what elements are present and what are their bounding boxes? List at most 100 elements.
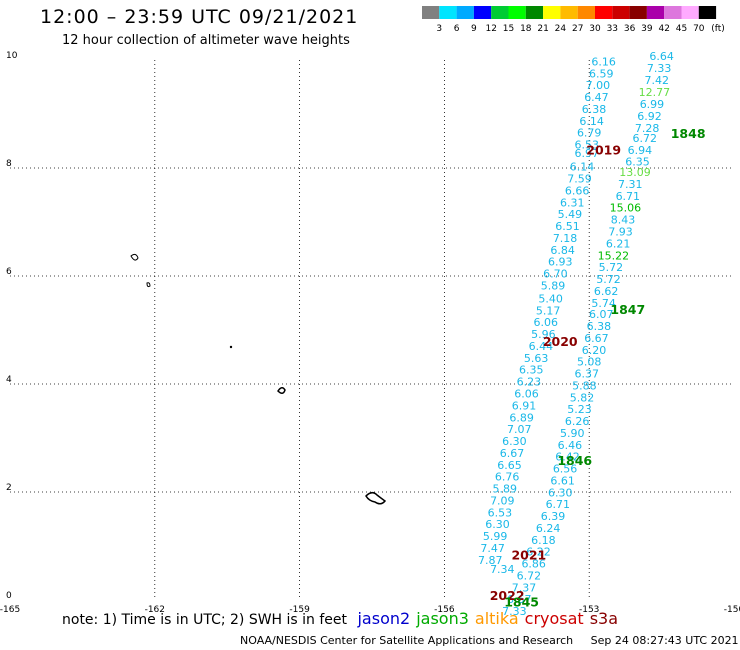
wave-height-value: 6.97: [575, 147, 600, 160]
color-swatch: [629, 6, 647, 19]
wave-height-value: 5.17: [536, 304, 561, 317]
wave-height-value: 5.90: [560, 427, 585, 440]
pass-time-label: 2021: [511, 548, 546, 563]
wave-height-value: 6.26: [565, 415, 590, 428]
wave-height-value: 7.33: [502, 605, 527, 618]
wave-height-value: 6.89: [509, 411, 534, 424]
wave-height-value: 6.38: [587, 320, 612, 333]
wave-height-value: 7.00: [586, 79, 611, 92]
wave-height-value: 7.93: [608, 226, 633, 239]
latitude-label: 4: [6, 375, 12, 385]
wave-height-value: 6.51: [555, 220, 580, 233]
island-outline: [146, 282, 151, 288]
color-scale-label: 45: [676, 24, 687, 34]
wave-height-value: 12.77: [639, 86, 671, 99]
wave-height-value: 6.30: [502, 435, 527, 448]
wave-height-value: 6.99: [640, 98, 665, 111]
color-scale-label: 36: [624, 24, 636, 34]
wave-height-value: 6.92: [637, 110, 662, 123]
axis-labels: -165 -162 -159 -156 -153 -150 0 2 4 6 8 10: [0, 51, 740, 615]
color-scale-label: 42: [658, 24, 669, 34]
wave-height-value: 6.30: [485, 518, 510, 531]
wave-height-value: 15.06: [610, 202, 642, 215]
wave-height-value: 13.09: [619, 166, 651, 179]
wave-height-value: 6.93: [548, 256, 573, 269]
wave-height-value: 5.88: [572, 379, 597, 392]
wave-height-value: 6.84: [550, 244, 575, 257]
wave-height-value: 5.82: [570, 391, 595, 404]
wave-height-value: 15.22: [598, 249, 630, 262]
track-a-values: 6.166.597.006.476.386.146.796.536.976.14…: [478, 55, 616, 576]
color-scale: 3 6 9 12 15 18 21 24 27 30 33 36 39 42 45 70 (ft): [422, 6, 725, 34]
wave-height-value: 7.07: [507, 423, 532, 436]
color-scale-label: 18: [520, 24, 532, 34]
pass-time-label: 2019: [586, 143, 621, 158]
wave-height-value: 6.39: [541, 510, 566, 523]
wave-height-value: 6.76: [495, 471, 520, 484]
wave-height-value: 6.67: [507, 593, 532, 606]
wave-height-value: 5.99: [483, 530, 508, 543]
wave-height-value: 5.08: [577, 356, 602, 369]
footer-legend: note: 1) Time is in UTC; 2) SWH is in fe…: [62, 609, 618, 628]
pass-time-label: 1846: [557, 453, 592, 468]
wave-height-value: 6.07: [589, 308, 614, 321]
wave-height-value: 5.72: [596, 273, 621, 286]
wave-height-value: 7.18: [553, 232, 578, 245]
latitude-label: 6: [6, 267, 12, 277]
color-swatch: [543, 6, 561, 19]
color-scale-label: 21: [537, 24, 548, 34]
color-swatch: [560, 6, 578, 19]
latitude-label: 8: [6, 159, 12, 169]
wave-height-value: 6.14: [570, 161, 595, 174]
island-outlines: [130, 253, 387, 505]
wave-height-value: 6.35: [625, 155, 650, 168]
color-swatch: [664, 6, 682, 19]
wave-height-value: 6.37: [575, 368, 600, 381]
longitude-label: -153: [579, 605, 599, 615]
color-swatch: [698, 6, 717, 19]
color-swatch: [646, 6, 665, 19]
wave-height-value: 6.23: [517, 376, 542, 389]
wave-height-value: 6.72: [517, 569, 542, 582]
wave-height-value: 6.59: [589, 67, 614, 80]
wave-height-value: 6.79: [577, 127, 602, 140]
satellite-s3a: s3a: [589, 609, 619, 628]
color-scale-label: 9: [471, 24, 477, 34]
color-swatch: [422, 6, 440, 19]
wave-height-value: 6.61: [550, 474, 575, 487]
satellite-jason3: jason3: [416, 609, 469, 628]
satellite-legend: jason2 jason3 altika cryosat s3a: [351, 609, 619, 628]
wave-height-value: 5.49: [558, 208, 583, 221]
color-swatch: [577, 6, 595, 19]
color-scale-label: 6: [454, 24, 460, 34]
footer-credit: NOAA/NESDIS Center for Satellite Applica…: [240, 634, 739, 647]
wave-height-value: 6.71: [616, 190, 641, 203]
color-swatch: [595, 6, 613, 19]
wave-height-value: 6.16: [591, 55, 616, 68]
wave-height-value: 6.21: [606, 237, 631, 250]
wave-height-value: 6.70: [543, 268, 568, 281]
wave-height-value: 6.20: [582, 344, 607, 357]
longitude-label: -162: [145, 605, 165, 615]
wave-height-value: 6.67: [500, 447, 525, 460]
pass-time-label: 2020: [543, 334, 578, 349]
color-scale-label: 27: [572, 24, 583, 34]
island-outline: [365, 492, 387, 505]
wave-height-value: 6.38: [582, 103, 607, 116]
map-grid: [10, 60, 734, 600]
wave-height-value: 8.43: [611, 214, 636, 227]
wave-height-value: 6.35: [519, 364, 544, 377]
color-swatch: [525, 6, 544, 19]
wave-height-value: 6.67: [584, 332, 609, 345]
color-swatch: [439, 6, 457, 19]
wave-height-value: 5.72: [599, 261, 624, 274]
wave-height-value: 6.66: [565, 184, 590, 197]
wave-height-value: 6.86: [521, 558, 546, 571]
wave-height-value: 6.91: [512, 399, 537, 412]
wave-height-value: 7.28: [635, 122, 660, 135]
color-swatch: [681, 6, 699, 19]
wave-height-value: 5.96: [531, 328, 556, 341]
wave-height-value: 6.71: [546, 498, 571, 511]
